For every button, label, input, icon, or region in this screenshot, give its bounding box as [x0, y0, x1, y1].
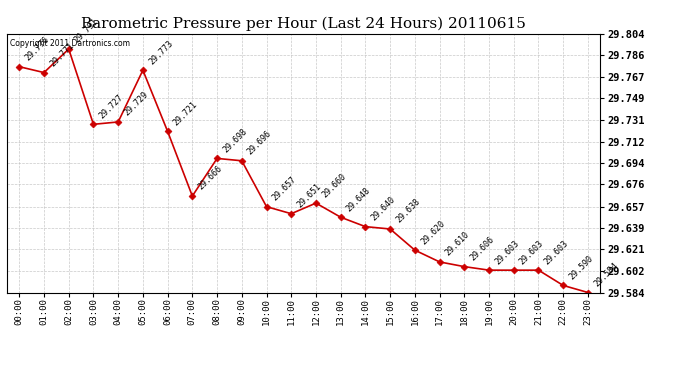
Text: 29.791: 29.791: [73, 17, 101, 45]
Text: 29.620: 29.620: [419, 218, 446, 246]
Text: 29.727: 29.727: [97, 93, 125, 120]
Text: 29.603: 29.603: [518, 238, 546, 266]
Text: 29.640: 29.640: [370, 195, 397, 222]
Text: 29.666: 29.666: [197, 164, 224, 192]
Text: 29.660: 29.660: [320, 171, 348, 199]
Text: 29.721: 29.721: [172, 100, 199, 127]
Text: 29.638: 29.638: [394, 197, 422, 225]
Text: 29.773: 29.773: [147, 39, 175, 66]
Text: 29.657: 29.657: [270, 175, 298, 202]
Text: 29.648: 29.648: [345, 186, 373, 213]
Text: 29.606: 29.606: [469, 235, 496, 262]
Text: 29.698: 29.698: [221, 127, 249, 154]
Text: 29.590: 29.590: [567, 254, 595, 281]
Text: 29.651: 29.651: [295, 182, 323, 210]
Title: Barometric Pressure per Hour (Last 24 Hours) 20110615: Barometric Pressure per Hour (Last 24 Ho…: [81, 17, 526, 31]
Text: 29.603: 29.603: [542, 238, 570, 266]
Text: 29.771: 29.771: [48, 41, 76, 68]
Text: 29.584: 29.584: [592, 261, 620, 288]
Text: 29.603: 29.603: [493, 238, 521, 266]
Text: Copyright 2011 Dartronics.com: Copyright 2011 Dartronics.com: [10, 39, 130, 48]
Text: 29.610: 29.610: [444, 230, 471, 258]
Text: 29.729: 29.729: [122, 90, 150, 118]
Text: 29.696: 29.696: [246, 129, 273, 157]
Text: 29.776: 29.776: [23, 35, 51, 63]
